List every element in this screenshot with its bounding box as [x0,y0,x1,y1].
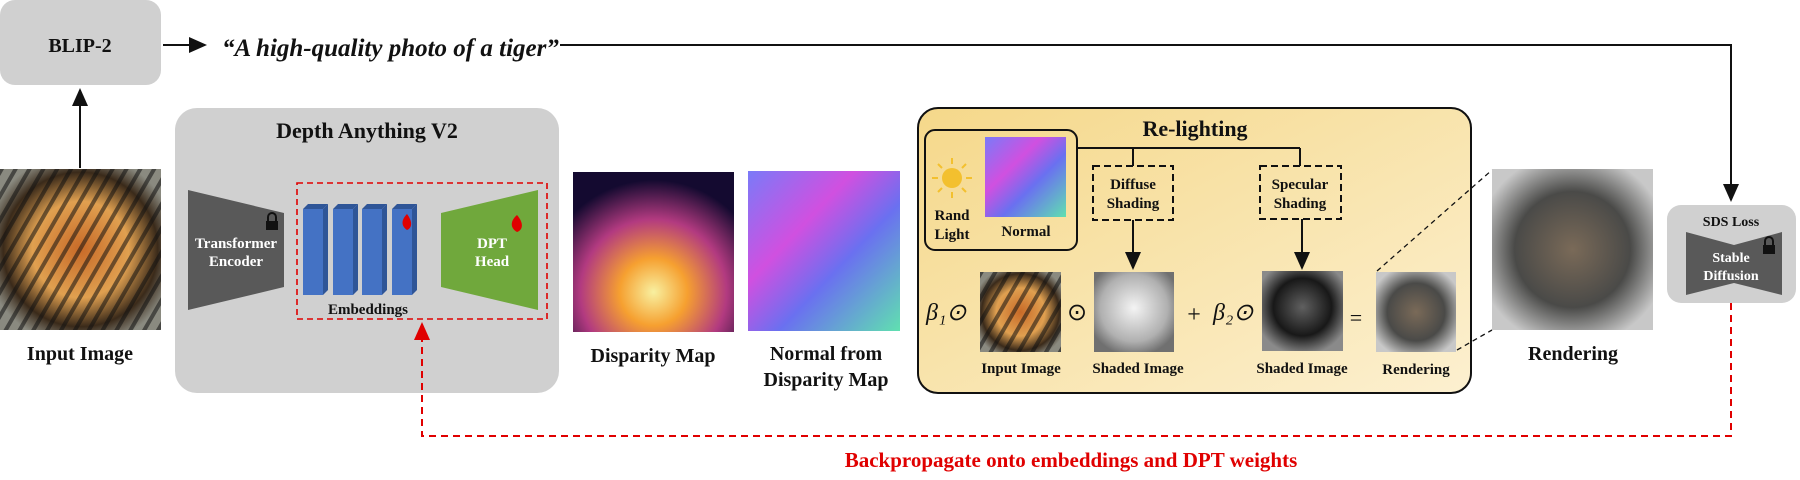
depth-anything-box: Depth Anything V2 Transformer Encoder Em… [175,108,559,393]
rendering-thumbnail [1376,272,1456,352]
backprop-arrow [414,303,1732,437]
rendering-label: Rendering [1528,343,1618,365]
trainable-region-dashed [296,182,548,320]
normal-label-line2: Disparity Map [764,369,889,391]
relighting-box: Re-lighting Rand Light Normal Diffuse Sh… [917,107,1472,394]
row-label-rendering: Rendering [1382,362,1450,378]
backprop-label: Backpropagate onto embeddings and DPT we… [845,448,1298,472]
normal-map-image [748,171,900,331]
lock-icon [1763,236,1775,254]
normal-thumbnail [985,137,1066,217]
depth-anything-title: Depth Anything V2 [276,118,458,143]
normal-label: Normal [1001,224,1050,240]
zoom-line [1456,329,1493,351]
input-image-thumbnail [980,272,1061,352]
zoom-line [1376,169,1493,272]
rendering-image [1492,169,1653,330]
lock-icon [266,212,278,230]
equals-operator: = [1350,305,1362,330]
diffuse-line2: Shading [1107,196,1160,212]
specular-line2: Shading [1274,196,1327,212]
blip2-label: BLIP-2 [48,35,111,57]
sds-loss-title: SDS Loss [1703,215,1760,230]
disparity-map-label: Disparity Map [591,345,716,367]
beta1-odot: β₁⊙ [925,300,967,326]
embedding-block [392,204,417,295]
flame-icon [402,214,412,230]
embedding-blocks [303,204,417,295]
row-label-shaded1: Shaded Image [1092,361,1184,377]
beta2-odot: β₂⊙ [1212,300,1254,326]
embedding-block [362,204,387,295]
input-image-label: Input Image [27,343,133,365]
encoder-label-line1: Transformer [195,236,278,252]
stable-diffusion-line2: Diffusion [1703,269,1758,284]
diffuse-line1: Diffuse [1110,177,1156,193]
rand-light-line1: Rand [934,208,970,224]
transformer-encoder [188,190,284,310]
row-label-shaded2: Shaded Image [1256,361,1348,377]
embedding-block [333,204,358,295]
diffuse-shading-box [1092,165,1174,221]
dpt-label-line2: Head [475,254,510,270]
rand-light-line2: Light [934,227,969,243]
diffuse-shaded-image [1094,272,1174,352]
caption-to-sds-arrow [560,44,1739,202]
sds-loss-box: SDS Loss Stable Diffusion [1667,205,1796,303]
input-image [0,169,161,330]
specular-line1: Specular [1272,177,1329,193]
stable-diffusion-line1: Stable [1712,251,1749,266]
specular-shaded-image [1262,271,1343,351]
relighting-title: Re-lighting [1142,116,1247,141]
row-label-input: Input Image [981,361,1061,377]
encoder-label-line2: Encoder [209,254,264,270]
odot-operator: ⊙ [1067,300,1087,326]
disparity-map-image [573,172,734,332]
embeddings-label: Embeddings [328,302,408,318]
dpt-label-line1: DPT [477,236,507,252]
flame-icon [511,215,522,232]
blip2-box: BLIP-2 [0,0,161,85]
light-normal-group [924,129,1078,251]
normal-label-line1: Normal from [770,343,883,365]
stable-diffusion-block [1686,232,1782,295]
plus-operator: + [1187,302,1201,328]
sun-icon [932,158,972,198]
caption-text: “A high-quality photo of a tiger” [222,35,559,62]
embedding-block [303,204,328,295]
